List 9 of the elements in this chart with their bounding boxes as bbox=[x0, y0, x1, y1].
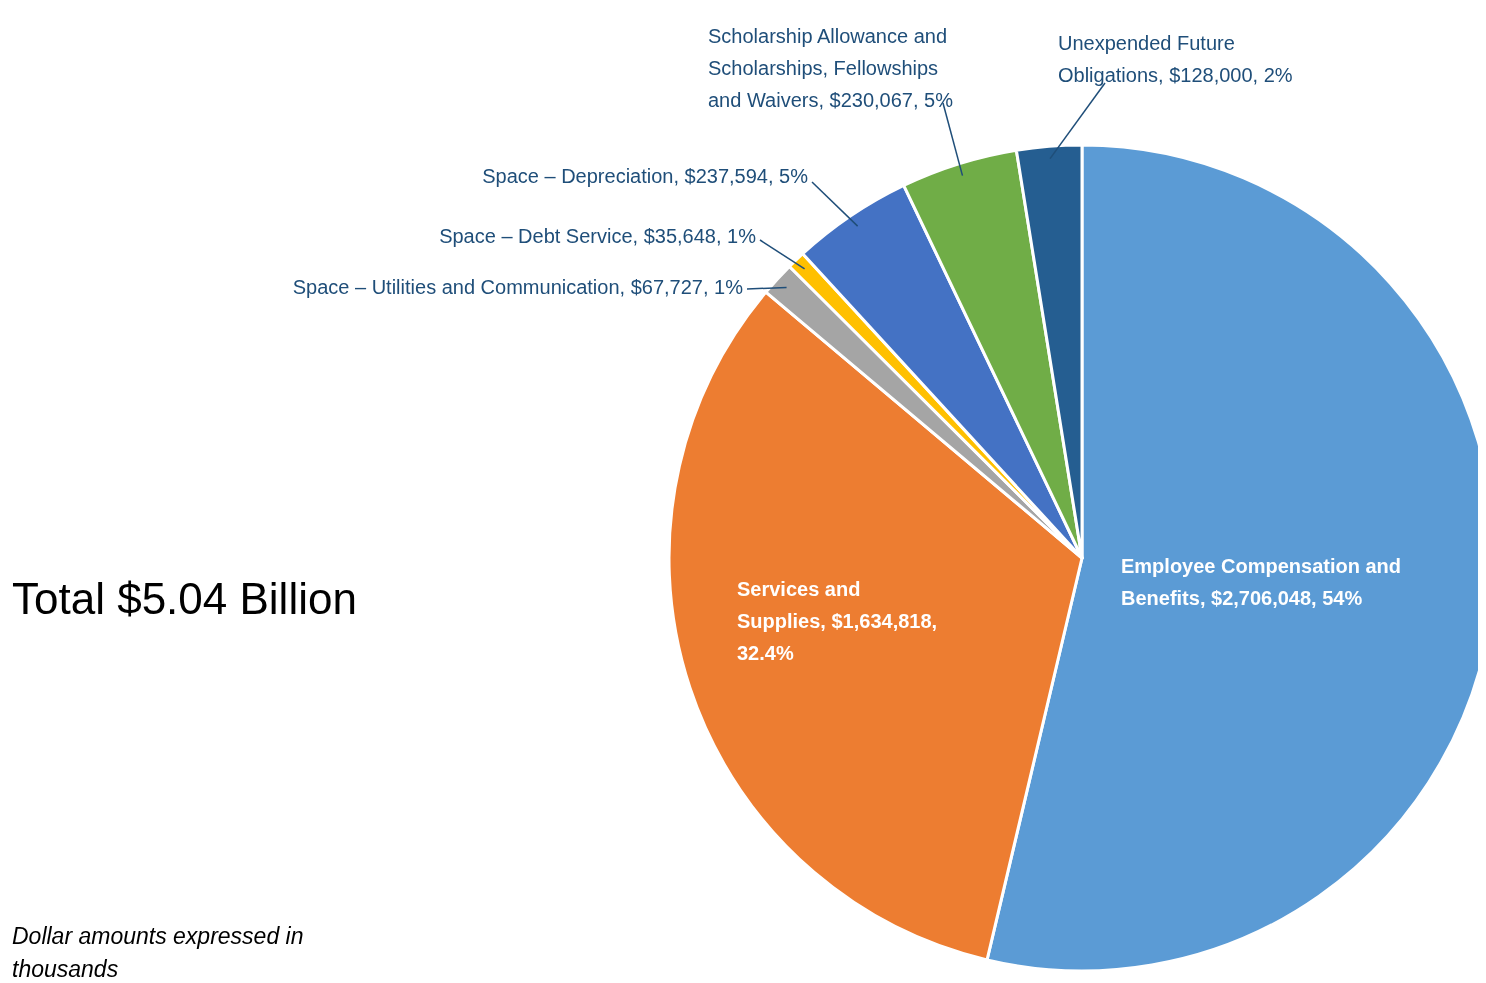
text: Dollar amounts expressed in thousands bbox=[12, 923, 304, 982]
slice-label: Space – Debt Service, $35,648, 1% bbox=[439, 225, 757, 248]
slice-label: Scholarship Allowance and Scholarships, Fellowships and Waivers, $230,067, 5% bbox=[708, 25, 954, 112]
text: Total $5.04 Billion bbox=[12, 574, 357, 623]
slice-label: Space – Utilities and Communication, $67,727, 1% bbox=[292, 276, 744, 299]
slice-label: Employee Compensation and Benefits, $2,706,048, 54% bbox=[1121, 555, 1402, 610]
slice-label: Space – Depreciation, $237,594, 5% bbox=[482, 165, 809, 188]
slice-label: Services and Supplies, $1,634,818, 32.4% bbox=[737, 578, 938, 665]
slice-label: Unexpended Future Obligations, $128,000, 2% bbox=[1058, 32, 1293, 87]
